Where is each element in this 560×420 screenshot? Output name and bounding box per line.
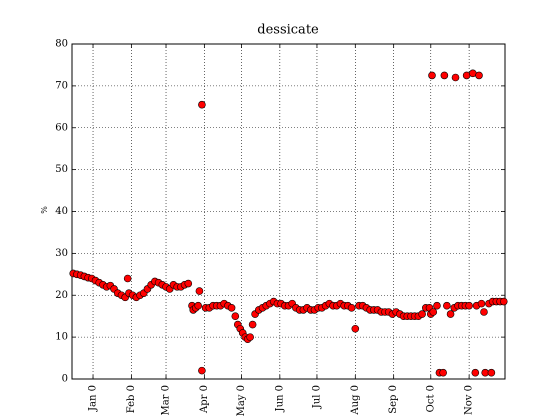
point bbox=[499, 297, 508, 306]
point bbox=[440, 71, 449, 80]
point bbox=[446, 310, 455, 318]
x-tick-label: May 0 bbox=[236, 385, 247, 416]
point bbox=[248, 320, 257, 329]
point bbox=[480, 308, 488, 316]
y-tick-label: 10 bbox=[55, 332, 68, 343]
point bbox=[198, 366, 206, 375]
x-tick-label: Jan 0 bbox=[88, 385, 99, 412]
point bbox=[195, 287, 204, 295]
point bbox=[184, 279, 193, 288]
point bbox=[428, 71, 436, 80]
point bbox=[347, 304, 356, 312]
point bbox=[451, 73, 460, 82]
point bbox=[246, 333, 254, 341]
point bbox=[465, 301, 473, 310]
y-tick-label: 40 bbox=[55, 206, 68, 217]
plot-frame bbox=[71, 43, 506, 380]
point bbox=[194, 301, 202, 310]
point bbox=[227, 304, 236, 312]
point bbox=[198, 100, 206, 109]
point bbox=[123, 274, 132, 283]
x-tick-label: Aug 0 bbox=[350, 385, 361, 416]
point bbox=[418, 310, 426, 318]
x-tick-label: Feb 0 bbox=[126, 385, 137, 413]
point bbox=[443, 301, 451, 310]
point bbox=[439, 368, 447, 377]
point bbox=[475, 71, 483, 80]
x-tick-label: Nov 0 bbox=[464, 385, 475, 415]
point bbox=[471, 368, 480, 377]
x-tick-label: Jun 0 bbox=[274, 385, 285, 412]
y-axis-label: % bbox=[40, 206, 49, 214]
y-tick-label: 30 bbox=[55, 248, 68, 259]
point bbox=[477, 299, 486, 308]
y-tick-label: 60 bbox=[55, 122, 68, 133]
point bbox=[429, 308, 438, 316]
y-tick-label: 80 bbox=[55, 39, 68, 50]
y-tick-label: 70 bbox=[55, 80, 68, 91]
point bbox=[231, 312, 240, 320]
y-tick-label: 0 bbox=[62, 374, 68, 385]
point bbox=[351, 324, 360, 333]
x-tick-label: Jul 0 bbox=[311, 385, 322, 409]
x-tick-label: Sep 0 bbox=[388, 385, 399, 414]
x-tick-label: Mar 0 bbox=[161, 385, 172, 416]
y-tick-label: 50 bbox=[55, 164, 68, 175]
point bbox=[433, 301, 441, 310]
y-tick-label: 20 bbox=[55, 290, 68, 301]
point bbox=[487, 368, 496, 377]
x-tick-label: Oct 0 bbox=[425, 385, 436, 412]
chart-title: dessicate bbox=[257, 23, 319, 38]
x-tick-label: Apr 0 bbox=[199, 385, 210, 414]
